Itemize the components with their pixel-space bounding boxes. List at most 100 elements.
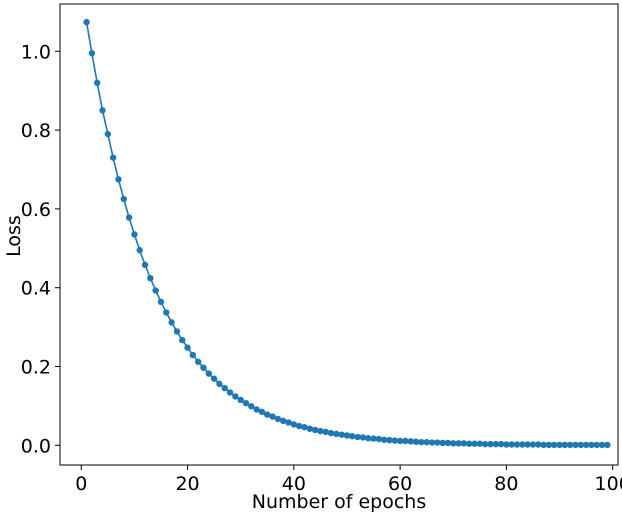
loss-point [561,441,569,449]
x-tick-label: 80 [494,473,518,495]
loss-point [125,214,133,221]
loss-point [428,439,436,446]
loss-point [194,358,202,365]
loss-point [141,261,149,269]
loss-point [83,18,90,26]
loss-point [508,441,515,448]
loss-point [566,441,574,449]
loss-point [232,393,239,400]
loss-point [365,435,372,442]
loss-point [604,441,611,449]
loss-point [327,429,335,437]
loss-point [168,319,175,326]
loss-point [301,423,308,431]
loss-point [481,440,489,448]
loss-point [529,441,537,448]
loss-point [423,438,430,446]
loss-point [380,436,388,443]
loss-point [572,441,579,449]
loss-point [370,435,377,442]
loss-point [109,154,117,161]
loss-point [157,298,165,306]
loss-point [317,427,324,435]
loss-point [434,439,441,446]
y-tick-label: 1.0 [21,41,51,63]
y-tick-label: 0.4 [21,278,51,300]
y-tick-label: 0.0 [21,435,51,457]
loss-point [343,432,351,439]
loss-point [386,436,393,444]
loss-point [179,336,186,344]
y-tick-label: 0.8 [21,120,51,142]
loss-point [306,425,313,432]
loss-point [354,433,361,441]
loss-point [588,441,595,449]
loss-point [497,440,505,448]
loss-line [85,21,608,446]
loss-point [248,403,255,410]
loss-point [258,408,266,416]
loss-point [216,380,223,388]
loss-point [471,440,478,447]
loss-point [476,440,484,447]
x-tick-label: 100 [595,473,622,495]
loss-point [338,431,345,438]
loss-point [556,441,563,449]
loss-point [253,406,260,413]
loss-point [322,428,329,436]
loss-point [396,437,404,445]
loss-point [152,287,159,294]
loss-point [136,247,143,254]
loss-point [274,415,282,423]
loss-point [359,434,367,441]
loss-point [173,328,181,335]
loss-point [535,441,542,448]
loss-point [577,441,584,449]
x-tick-label: 60 [388,473,412,495]
loss-point [280,417,287,425]
loss-point [487,440,494,448]
loss-point [524,441,531,448]
x-tick-label: 40 [282,473,306,495]
loss-point [375,435,383,443]
loss-point [205,370,212,377]
loss-point [460,440,468,447]
loss-point [450,440,457,447]
loss-point [598,441,606,449]
loss-point [407,438,414,445]
loss-point [551,441,558,449]
loss-point [237,396,244,404]
loss-point [295,422,303,430]
loss-point [269,413,276,420]
loss-point [200,364,207,371]
y-tick-label: 0.6 [21,199,51,221]
loss-point [593,441,600,449]
loss-point [545,441,553,449]
loss-point [582,441,590,449]
plot-frame [59,3,619,466]
loss-point [184,344,191,351]
loss-point [285,419,292,426]
loss-point [444,439,452,447]
loss-point [540,441,547,449]
plot-layer: 0 20 40 60 80 100 0.0 0.2 0.4 0.6 0.8 1.0 [21,3,622,495]
loss-point [466,440,473,447]
x-tick-label: 0 [75,473,87,495]
y-axis-label: Loss [3,215,25,257]
loss-point [503,441,510,448]
loss-point [290,421,298,428]
loss-point [418,438,425,446]
loss-point [115,176,122,183]
loss-point [311,426,319,434]
loss-point [189,351,197,359]
loss-point [402,437,409,445]
x-tick-label: 20 [175,473,199,495]
loss-point [264,411,271,418]
loss-point [492,440,499,448]
y-tick-label: 0.2 [21,356,51,378]
loss-point [99,107,106,114]
loss-point [242,399,250,407]
loss-point [455,440,462,447]
loss-point [88,50,96,57]
